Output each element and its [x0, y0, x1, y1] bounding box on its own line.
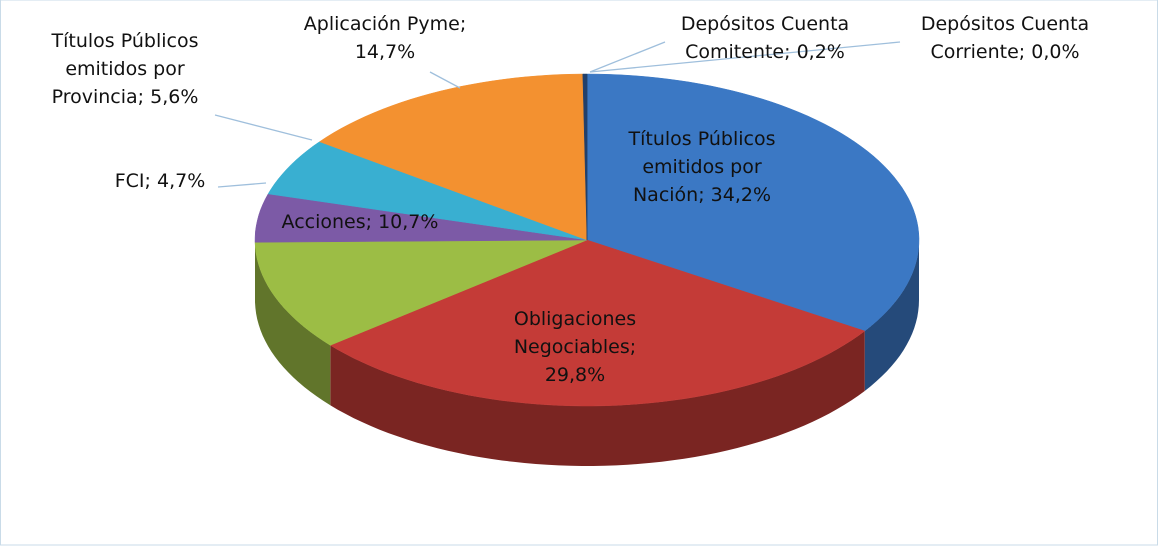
data-label: Títulos Públicos emitidos por Nación; 34,2… — [628, 128, 776, 206]
value-label: 29,8% — [545, 364, 605, 386]
pie-side — [330, 331, 865, 466]
pie-side — [255, 242, 331, 406]
label-line: Comitente — [685, 41, 784, 63]
pie-side — [864, 240, 919, 391]
value-label: 0,2% — [797, 41, 845, 63]
pie-slice — [267, 141, 588, 241]
leader-line — [214, 114, 313, 141]
label-line: Acciones — [282, 211, 366, 233]
label-line: Negociables — [514, 336, 630, 358]
data-label: Depósitos Cuenta Comitente; 0,2% — [681, 13, 849, 63]
leader-line — [217, 182, 267, 188]
label-line: Nación — [633, 184, 698, 206]
data-label: Títulos Públicos emitidos por Provincia; 5… — [51, 30, 199, 108]
label-line: Depósitos Cuenta — [681, 13, 849, 35]
label-line: FCI — [115, 170, 145, 192]
label-separator: ; — [698, 184, 710, 206]
pie-slice — [254, 193, 588, 243]
label-line: Títulos Públicos — [628, 128, 776, 150]
label-line: Depósitos Cuenta — [921, 13, 1089, 35]
value-label: 34,2% — [711, 184, 771, 206]
value-label: 5,6% — [150, 86, 198, 108]
pie-slice — [586, 73, 920, 332]
label-line: emitidos por — [65, 58, 185, 80]
value-label: 4,7% — [157, 170, 205, 192]
label-line: Obligaciones — [514, 308, 636, 330]
label-line: emitidos por — [642, 156, 762, 178]
leader-line — [589, 41, 666, 73]
leader-line — [429, 71, 461, 89]
label-separator: ; — [784, 41, 796, 63]
data-label: Aplicación Pyme; 14,7% — [304, 13, 466, 63]
label-separator: ; — [366, 211, 378, 233]
pie-slice — [318, 73, 588, 241]
label-separator: ; — [1019, 41, 1031, 63]
label-separator: ; — [145, 170, 157, 192]
value-label: 10,7% — [378, 211, 438, 233]
pie-slice — [254, 239, 588, 346]
pie-slice — [329, 239, 866, 407]
leader-line — [589, 41, 901, 73]
data-label: Acciones; 10,7% — [282, 211, 439, 233]
label-line: Aplicación Pyme — [304, 13, 460, 35]
label-separator: ; — [460, 13, 466, 35]
data-label: Obligaciones Negociables; 29,8% — [514, 308, 636, 386]
label-separator: ; — [138, 86, 150, 108]
data-label: FCI; 4,7% — [115, 170, 206, 192]
label-line: Títulos Públicos — [51, 30, 199, 52]
label-separator: ; — [630, 336, 636, 358]
label-line: Corriente — [930, 41, 1018, 63]
label-line: Provincia — [52, 86, 138, 108]
value-label: 0,0% — [1031, 41, 1079, 63]
data-label: Depósitos Cuenta Corriente; 0,0% — [921, 13, 1089, 63]
value-label: 14,7% — [355, 41, 415, 63]
